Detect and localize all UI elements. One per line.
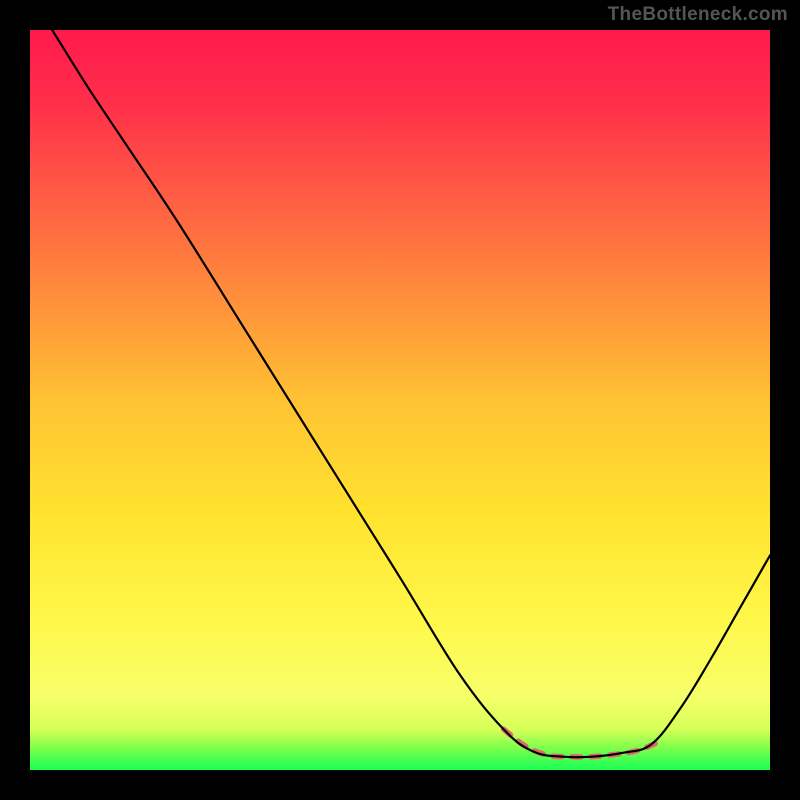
flat-highlight-path	[504, 729, 659, 757]
curve-svg	[30, 30, 770, 770]
watermark-text: TheBottleneck.com	[608, 4, 788, 26]
plot-area	[30, 30, 770, 770]
bottleneck-curve-path	[52, 30, 770, 757]
